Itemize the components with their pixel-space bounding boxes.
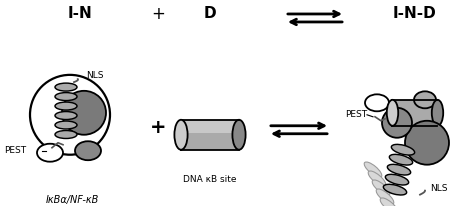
Bar: [392, 100, 438, 126]
Ellipse shape: [392, 144, 415, 155]
Ellipse shape: [389, 154, 413, 165]
Ellipse shape: [37, 144, 63, 162]
Ellipse shape: [55, 102, 77, 110]
Circle shape: [405, 121, 449, 165]
Ellipse shape: [432, 100, 443, 126]
Bar: [181, 120, 239, 150]
Text: DNA κB site: DNA κB site: [183, 175, 237, 184]
Text: I-N-D: I-N-D: [393, 6, 437, 21]
Ellipse shape: [385, 174, 409, 185]
Circle shape: [62, 91, 106, 135]
Ellipse shape: [55, 83, 77, 91]
Ellipse shape: [383, 184, 407, 195]
Ellipse shape: [55, 131, 77, 138]
Text: +: +: [151, 5, 165, 23]
Ellipse shape: [232, 120, 246, 150]
Ellipse shape: [376, 189, 394, 204]
Ellipse shape: [55, 111, 77, 119]
Ellipse shape: [364, 162, 382, 177]
Text: PEST: PEST: [345, 110, 367, 119]
Circle shape: [382, 108, 412, 138]
Text: IκBα/NF-κB: IκBα/NF-κB: [46, 195, 99, 205]
Text: NLS: NLS: [86, 71, 103, 80]
Ellipse shape: [414, 91, 436, 108]
Ellipse shape: [372, 180, 390, 195]
Ellipse shape: [380, 198, 398, 206]
Ellipse shape: [55, 121, 77, 129]
Bar: [181, 120, 239, 133]
Ellipse shape: [387, 100, 398, 126]
Text: +: +: [150, 118, 166, 137]
Ellipse shape: [368, 171, 386, 186]
Ellipse shape: [174, 120, 188, 150]
Ellipse shape: [365, 94, 389, 111]
Text: D: D: [204, 6, 216, 21]
Ellipse shape: [387, 164, 410, 175]
Ellipse shape: [55, 92, 77, 101]
Text: PEST: PEST: [4, 146, 26, 155]
Ellipse shape: [75, 141, 101, 160]
Text: I-N: I-N: [68, 6, 92, 21]
Circle shape: [30, 75, 110, 155]
Text: NLS: NLS: [430, 184, 447, 193]
